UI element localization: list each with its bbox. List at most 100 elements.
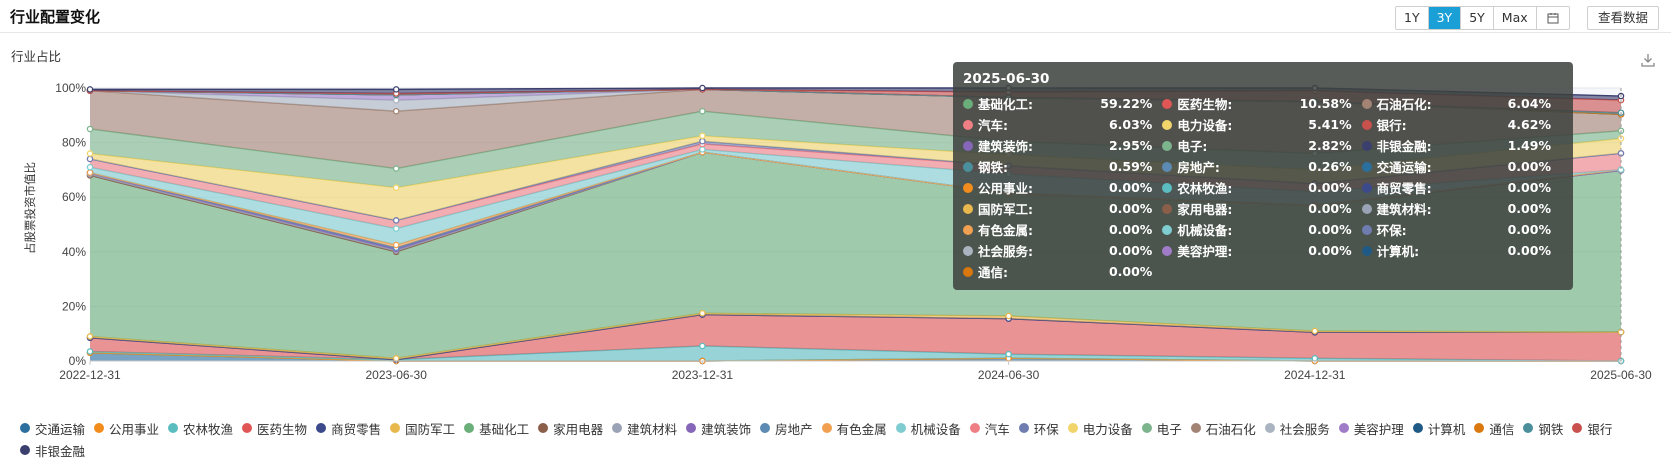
legend-label: 国防军工	[405, 421, 456, 437]
legend-dot	[20, 423, 30, 433]
legend-dot	[242, 423, 253, 433]
legend-dot	[316, 423, 327, 433]
legend-item[interactable]: 农林牧渔	[168, 417, 233, 439]
legend-item[interactable]: 美容护理	[1338, 417, 1404, 439]
tooltip-item-value: 0.00%	[1308, 180, 1352, 195]
legend-item[interactable]: 计算机	[1412, 417, 1465, 439]
area-房地产[interactable]	[90, 152, 1621, 250]
legend-item[interactable]: 家用电器	[538, 417, 603, 439]
legend-item[interactable]: 电子	[1141, 417, 1182, 439]
legend-label: 商贸零售	[331, 421, 382, 437]
tooltip-item-value: 2.82%	[1308, 138, 1352, 153]
tooltip-item-value: 5.41%	[1308, 117, 1352, 132]
view-data-button[interactable]: 查看数据	[1587, 6, 1660, 30]
legend-item[interactable]: 汽车	[969, 417, 1010, 439]
point-社会服务[interactable]	[392, 97, 400, 104]
point-环保[interactable]	[699, 137, 706, 145]
tooltip-item-value: 0.00%	[1108, 180, 1153, 195]
point-电子[interactable]	[86, 125, 94, 133]
x-tick-label: 2025-06-30	[1590, 368, 1652, 382]
tooltip-item-name: 石油石化:	[1376, 97, 1432, 112]
legend-item[interactable]: 交通运输	[20, 417, 85, 439]
legend-item[interactable]: 钢铁	[1523, 417, 1563, 439]
tooltip-item-name: 计算机:	[1376, 244, 1420, 259]
point-国防军工[interactable]	[86, 333, 94, 340]
point-国防军工[interactable]	[699, 309, 706, 317]
tooltip-dot	[963, 245, 973, 256]
tooltip-item: 房地产: 0.26%	[1162, 156, 1361, 177]
range-5y-button[interactable]: 5Y	[1461, 7, 1494, 29]
point-石油石化[interactable]	[392, 107, 400, 115]
legend-item[interactable]: 非银金融	[20, 439, 85, 461]
area-美容护理[interactable]	[90, 89, 1621, 115]
legend-item[interactable]: 公用事业	[94, 417, 159, 439]
legend-item[interactable]: 国防军工	[390, 417, 455, 439]
legend-label: 石油石化	[1205, 421, 1256, 437]
tooltip-item: 医药生物: 10.58%	[1162, 93, 1361, 114]
legend-item[interactable]: 环保	[1018, 417, 1059, 439]
tooltip-item: 电力设备: 5.41%	[1162, 114, 1361, 135]
area-有色金属[interactable]	[90, 152, 1621, 248]
point-农林牧渔[interactable]	[699, 342, 706, 350]
point-电力设备[interactable]	[699, 132, 706, 140]
area-电子[interactable]	[90, 111, 1621, 188]
point-机械设备[interactable]	[699, 146, 706, 153]
area-机械设备[interactable]	[90, 149, 1621, 245]
point-国防军工[interactable]	[1005, 312, 1012, 320]
tooltip-item-value: 0.00%	[1308, 201, 1352, 216]
point-国防军工[interactable]	[1311, 327, 1319, 335]
range-max-button[interactable]: Max	[1493, 7, 1537, 29]
legend-item[interactable]: 建筑材料	[612, 417, 677, 439]
area-汽车[interactable]	[90, 143, 1621, 229]
area-电力设备[interactable]	[90, 135, 1621, 221]
point-非银金融[interactable]	[699, 84, 706, 92]
legend-item[interactable]: 机械设备	[895, 417, 961, 439]
legend-item[interactable]: 银行	[1572, 417, 1612, 439]
point-环保[interactable]	[392, 217, 400, 224]
legend-dot	[1338, 423, 1349, 433]
point-电力设备[interactable]	[392, 184, 400, 191]
legend-label: 医药生物	[257, 421, 308, 437]
range-3y-button[interactable]: 3Y	[1428, 7, 1462, 29]
legend-dot	[1523, 423, 1534, 433]
legend-item[interactable]: 通信	[1474, 417, 1514, 439]
point-农林牧渔[interactable]	[1005, 350, 1012, 358]
legend-item[interactable]: 建筑装饰	[686, 417, 751, 439]
download-button[interactable]	[1640, 52, 1656, 72]
tooltip-items: 基础化工: 59.22% 医药生物: 10.58% 石油石化: 6.04% 汽车: 6.03%…	[963, 93, 1561, 282]
legend-item[interactable]: 社会服务	[1264, 417, 1330, 439]
legend-label: 环保	[1033, 421, 1059, 437]
area-建筑材料[interactable]	[90, 152, 1621, 252]
point-环保[interactable]	[86, 155, 94, 163]
area-医药生物[interactable]	[90, 314, 1621, 361]
x-tick-label: 2024-06-30	[978, 368, 1040, 382]
point-电力设备[interactable]	[86, 150, 94, 157]
tooltip-item-value: 0.00%	[1108, 243, 1153, 258]
tooltip-item-name: 家用电器:	[1177, 202, 1233, 217]
point-机械设备[interactable]	[392, 225, 400, 232]
area-建筑装饰[interactable]	[90, 152, 1621, 251]
point-机械设备[interactable]	[86, 163, 94, 171]
tooltip-item: 社会服务: 0.00%	[963, 240, 1162, 261]
point-非银金融[interactable]	[392, 86, 400, 93]
point-有色金属[interactable]	[392, 241, 400, 249]
tooltip-item: 机械设备: 0.00%	[1162, 219, 1361, 240]
point-有色金属[interactable]	[86, 169, 94, 176]
legend-item[interactable]: 房地产	[760, 417, 813, 439]
area-交通运输[interactable]	[90, 352, 1621, 361]
legend-item[interactable]: 商贸零售	[316, 417, 381, 439]
calendar-button[interactable]	[1536, 7, 1569, 29]
legend-item[interactable]: 石油石化	[1190, 417, 1256, 439]
point-农林牧渔[interactable]	[86, 348, 94, 355]
legend-item[interactable]: 医药生物	[242, 417, 307, 439]
point-电子[interactable]	[699, 107, 706, 115]
point-电子[interactable]	[392, 165, 400, 172]
legend-item[interactable]: 基础化工	[464, 417, 529, 439]
legend-item[interactable]: 电力设备	[1067, 417, 1133, 439]
range-1y-button[interactable]: 1Y	[1396, 7, 1429, 29]
point-非银金融[interactable]	[86, 86, 94, 93]
legend-item[interactable]: 有色金属	[821, 417, 887, 439]
point-农林牧渔[interactable]	[1311, 355, 1319, 362]
area-国防军工[interactable]	[90, 313, 1621, 360]
point-国防军工[interactable]	[392, 355, 400, 362]
